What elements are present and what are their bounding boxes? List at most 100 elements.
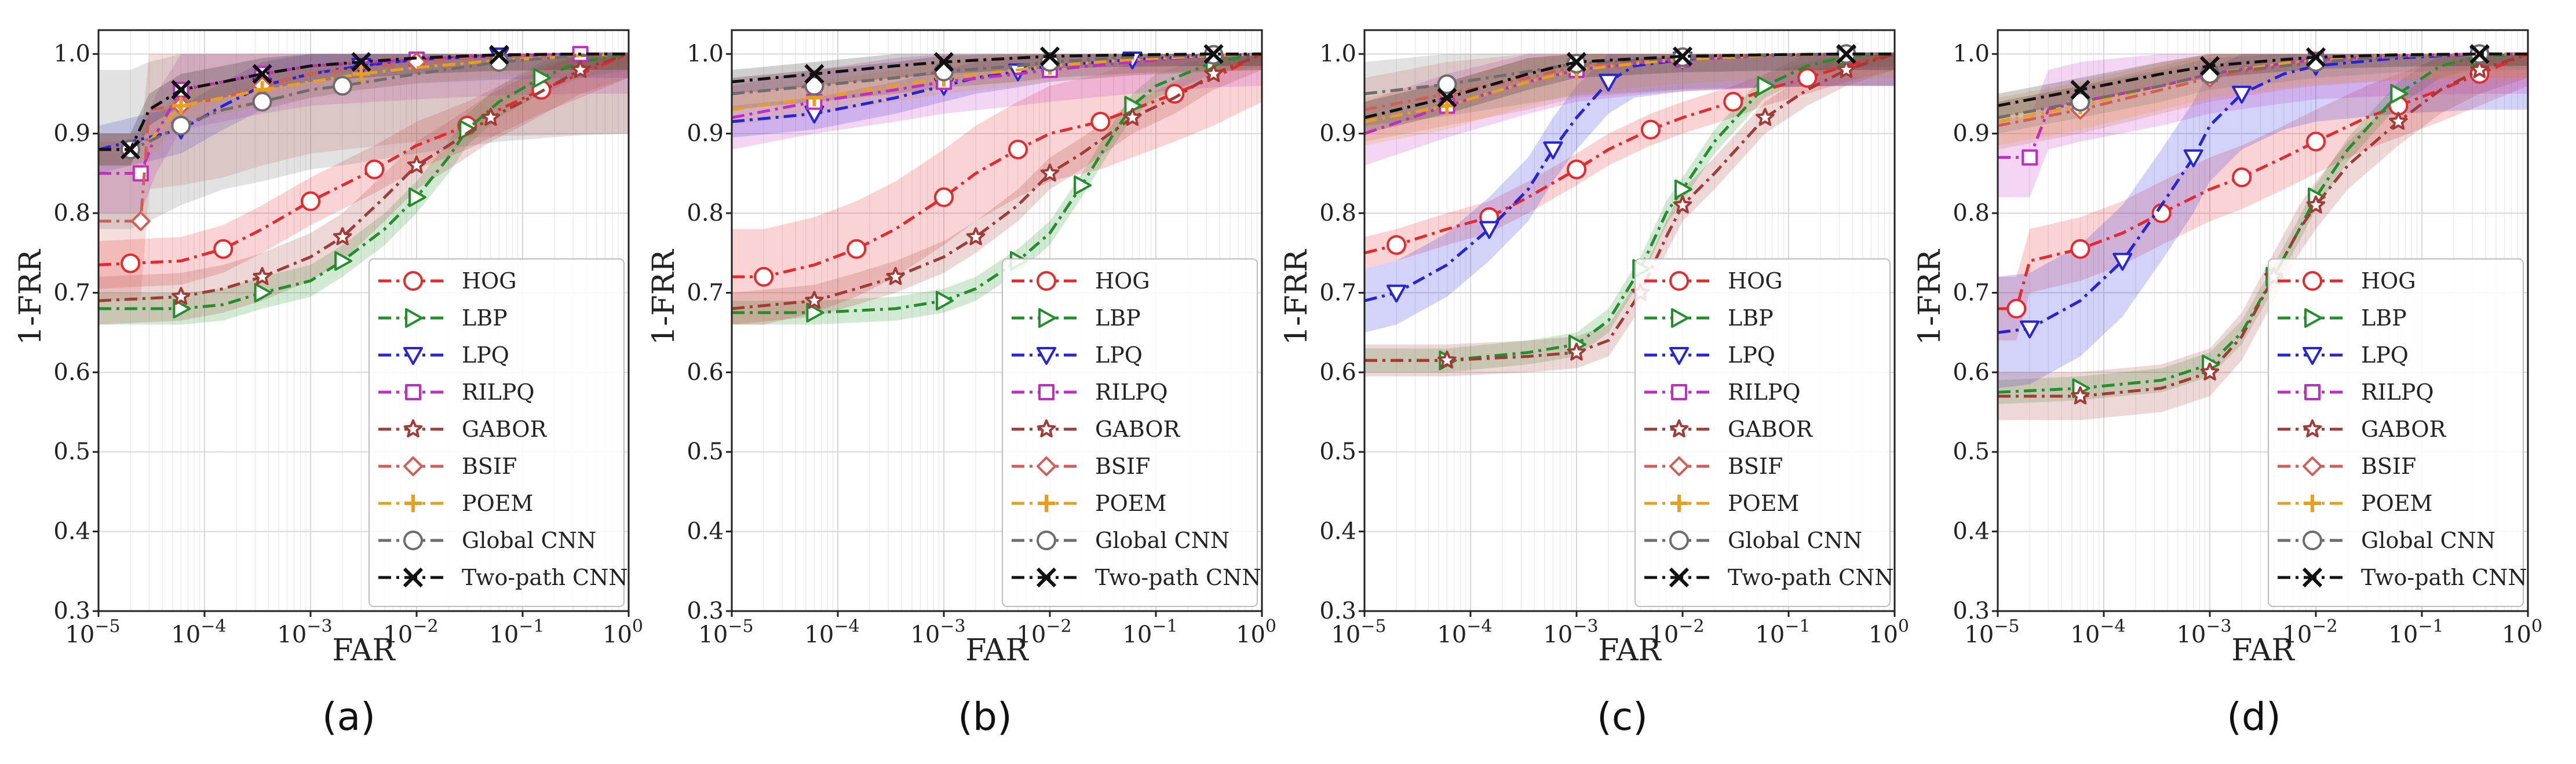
series-line-lbp xyxy=(98,52,629,310)
data-point-global-cnn xyxy=(2070,92,2090,112)
plot-area xyxy=(1364,44,1895,376)
y-tick-label: 0.6 xyxy=(53,359,90,386)
y-tick-label: 0.7 xyxy=(687,279,724,306)
legend-entry-rilpq: RILPQ xyxy=(378,379,535,405)
data-point-two-path-cnn xyxy=(933,52,954,72)
x-tick-label: 10−2 xyxy=(1649,616,1704,648)
y-tick-label: 1.0 xyxy=(1319,41,1356,67)
legend-label: GABOR xyxy=(462,416,548,442)
data-point-two-path-cnn xyxy=(1437,87,1457,108)
confidence-band-two-path-cnn xyxy=(98,54,629,166)
data-point-global-cnn xyxy=(333,76,353,96)
y-tick-label: 0.5 xyxy=(53,438,90,465)
legend-swatch-marker xyxy=(1038,308,1056,328)
x-tick-base: 10 xyxy=(1649,622,1679,648)
legend-label: LBP xyxy=(462,305,508,331)
x-tick-base: 10 xyxy=(1016,622,1046,648)
data-point-hog xyxy=(1008,140,1028,160)
data-point-lpq xyxy=(2112,253,2133,271)
data-point-two-path-cnn xyxy=(171,79,191,100)
x-tick-label: 10−3 xyxy=(910,616,965,648)
series-line-two-path-cnn xyxy=(1364,52,1895,119)
legend-entry-rilpq: RILPQ xyxy=(1012,379,1168,405)
x-tick-base: 10 xyxy=(1331,622,1360,648)
data-point-hog xyxy=(1090,112,1111,132)
y-tick-label: 0.5 xyxy=(687,438,724,465)
series-line-gabor xyxy=(1364,52,1895,362)
data-point-poem xyxy=(172,97,190,115)
y-tick-label: 0.6 xyxy=(687,359,724,386)
x-tick-label: 10−1 xyxy=(2388,616,2443,648)
legend-swatch-marker xyxy=(1671,384,1687,400)
legend-swatch-marker xyxy=(2303,347,2322,365)
series-line-two-path-cnn xyxy=(732,52,1262,83)
x-tick-base: 10 xyxy=(1543,622,1572,648)
legend-entry-global-cnn: Global CNN xyxy=(1644,528,1862,553)
data-point-gabor xyxy=(172,287,191,305)
data-point-two-path-cnn xyxy=(351,52,371,72)
y-tick-label: 0.8 xyxy=(53,200,90,226)
legend: HOG LBP LPQ RILPQ GABOR BSIF POEM Global CNN Two… xyxy=(368,258,628,607)
legend-label: LBP xyxy=(2361,305,2407,331)
confidence-band-two-path-cnn xyxy=(1998,54,2528,118)
data-point-hog xyxy=(934,187,954,207)
data-point-lpq xyxy=(2020,320,2040,339)
legend-swatch-marker xyxy=(1669,456,1689,476)
legend-label: Global CNN xyxy=(1728,528,1862,553)
data-point-gabor xyxy=(966,227,986,246)
x-tick-label: 10−4 xyxy=(1437,616,1492,648)
x-tick-label: 10−2 xyxy=(1016,616,1071,648)
x-tick-label: 10−3 xyxy=(1543,616,1598,648)
data-point-gabor xyxy=(2389,112,2408,130)
data-point-hog xyxy=(213,239,233,259)
x-tick-exponent: 0 xyxy=(632,616,643,637)
x-tick-exponent: −3 xyxy=(940,616,965,637)
series-line-two-path-cnn xyxy=(98,52,629,151)
x-tick-base: 10 xyxy=(1236,622,1265,648)
x-axis-title: FAR xyxy=(965,633,1029,668)
x-tick-label: 10−1 xyxy=(489,616,544,648)
x-tick-exponent: 0 xyxy=(1898,616,1909,637)
confidence-band-gabor xyxy=(1998,54,2528,421)
legend-entry-global-cnn: Global CNN xyxy=(2278,528,2495,553)
x-tick-base: 10 xyxy=(1869,622,1898,648)
x-tick-label: 10−2 xyxy=(2282,616,2337,648)
legend-entry-hog: HOG xyxy=(1012,268,1150,294)
y-axis-title: 1-FRR xyxy=(1279,248,1314,345)
legend-label: GABOR xyxy=(1095,416,1181,442)
legend-entry-gabor: GABOR xyxy=(378,416,548,442)
data-point-lbp xyxy=(254,283,272,303)
series-line-lbp xyxy=(1364,52,1895,362)
legend-swatch-marker xyxy=(403,271,423,291)
legend-swatch-marker xyxy=(1037,456,1056,476)
x-tick-base: 10 xyxy=(489,622,519,648)
confidence-band-lpq xyxy=(1998,54,2528,389)
data-point-gabor xyxy=(407,155,426,174)
legend-entry-gabor: GABOR xyxy=(1012,416,1181,442)
subfigure-label: (d) xyxy=(2227,694,2281,739)
x-tick-exponent: −4 xyxy=(200,616,226,637)
y-tick-label: 0.5 xyxy=(1953,438,1990,465)
legend-label: RILPQ xyxy=(462,379,535,405)
confidence-band-hog xyxy=(98,54,629,289)
legend-swatch-marker xyxy=(2303,271,2322,291)
data-point-gabor xyxy=(1673,195,1692,214)
x-tick-base: 10 xyxy=(603,622,632,648)
x-tick-exponent: −5 xyxy=(728,616,753,637)
x-tick-base: 10 xyxy=(65,622,94,648)
data-point-lpq xyxy=(2183,149,2203,167)
x-tick-base: 10 xyxy=(804,622,834,648)
x-tick-exponent: −3 xyxy=(1572,616,1598,637)
x-tick-exponent: −4 xyxy=(834,616,859,637)
x-tick-label: 10−1 xyxy=(1755,616,1810,648)
plot-area xyxy=(98,45,629,325)
legend-swatch-marker xyxy=(1669,347,1689,365)
x-tick-label: 100 xyxy=(603,616,643,648)
y-tick-label: 0.4 xyxy=(1953,518,1990,545)
legend-label: BSIF xyxy=(462,454,517,479)
data-point-gabor xyxy=(2071,386,2090,405)
data-point-lbp xyxy=(533,68,552,88)
subfigure-label: (a) xyxy=(322,694,375,739)
series-line-two-path-cnn xyxy=(1998,52,2528,107)
subfigure-label: (b) xyxy=(958,694,1012,739)
